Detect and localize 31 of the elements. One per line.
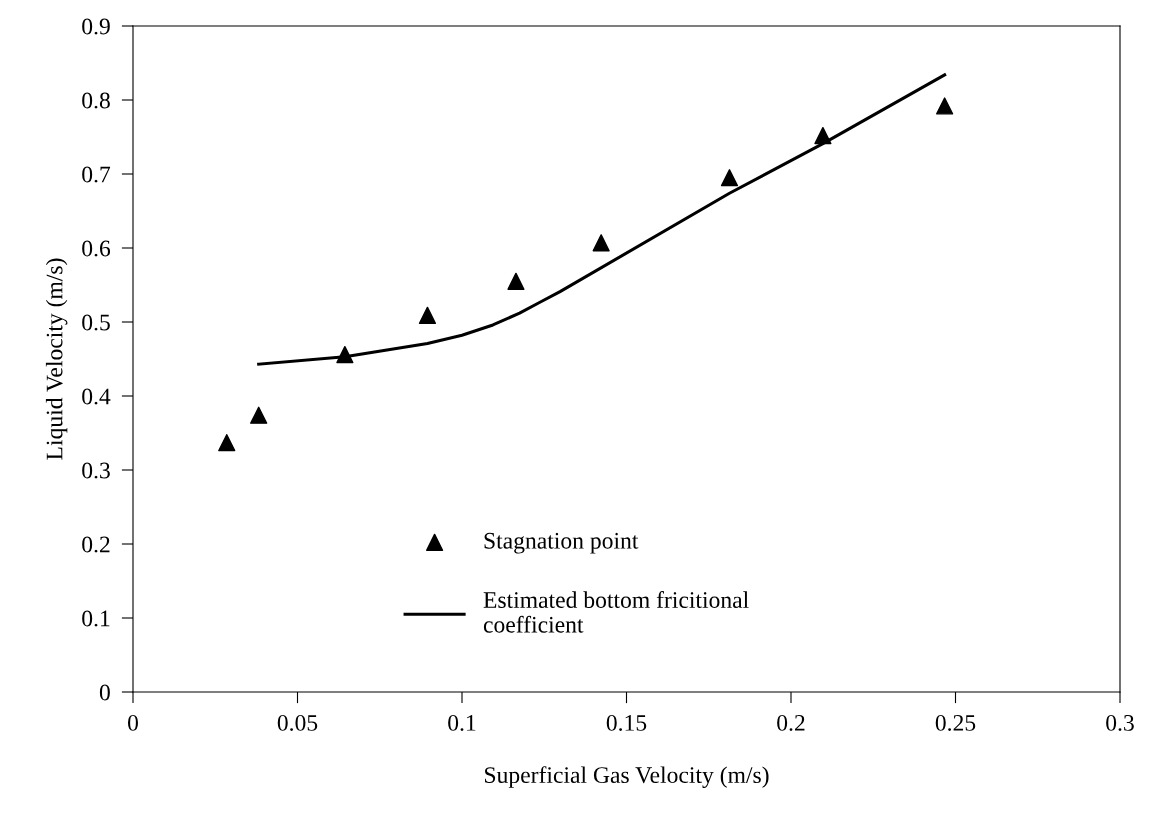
x-tick-label: 0.05 [277,714,318,731]
point [418,306,437,324]
point [936,97,954,115]
point [218,434,236,452]
x-tick-label: 0.25 [935,714,976,731]
x-tick-label: 0.3 [1106,714,1134,731]
x-tick-label: 0.1 [448,714,476,731]
y-tick-label: 0.8 [82,92,110,109]
y-tick-label: 0.7 [82,166,111,183]
point [336,345,354,364]
y-tick-label: 0.3 [82,462,110,479]
y-tick-label: 0.5 [82,314,110,331]
x-axis-title: Superficial Gas Velocity (m/s) [485,766,769,788]
legend-label: Estimated bottom fricitional coefficient [483,591,749,633]
y-tick-label: 0.1 [82,610,110,627]
legend-label: Stagnation point [484,532,639,554]
x-tick-label: 0.2 [777,714,805,731]
y-tick-label: 0.2 [82,536,110,553]
y-tick-label: 0 [99,684,110,701]
x-tick-label: 0 [128,714,138,731]
y-tick-label: 0.9 [82,18,110,35]
point [250,406,268,424]
point [592,234,610,252]
point [507,272,525,290]
line-series [257,73,947,366]
y-tick-label: 0.4 [82,388,111,405]
point [720,169,739,187]
y-tick-label: 0.6 [82,240,111,257]
point [814,126,832,145]
x-tick-label: 0.15 [606,714,647,731]
y-axis-title: Liquid Velocity (m/s) [45,258,68,460]
